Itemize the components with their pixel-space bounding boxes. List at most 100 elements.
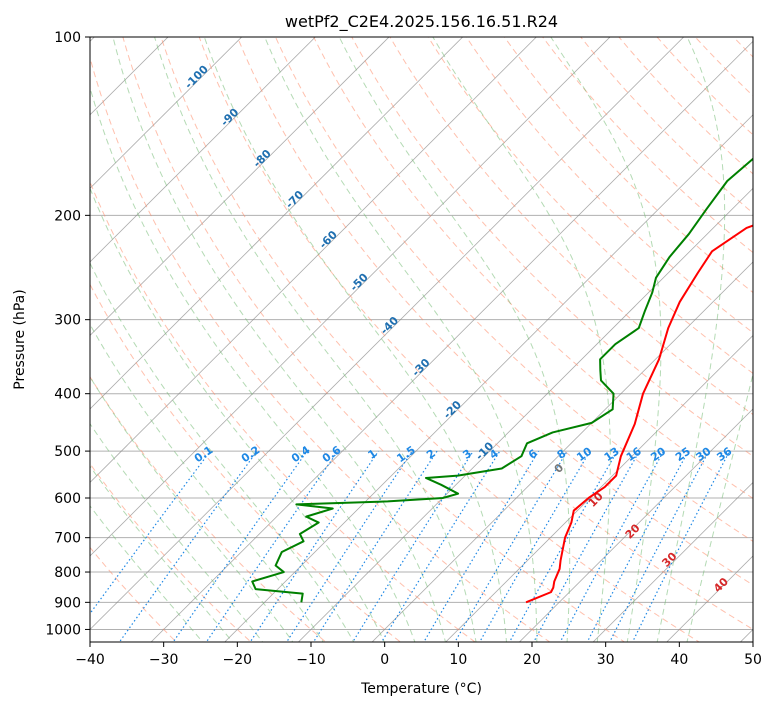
mixing-ratio-line — [249, 450, 380, 642]
mixing-ratio-line — [312, 450, 438, 642]
moist-adiabat-line — [90, 262, 355, 642]
dewpoint-line — [251, 157, 753, 603]
y-tick-label: 500 — [54, 444, 81, 460]
isotherm-label: -70 — [283, 188, 306, 211]
mixing-ratio-line — [631, 450, 731, 642]
y-axis: 100 200 300 400 500 600 700 800 900 1000 — [45, 30, 90, 638]
isotherm-label: -100 — [182, 63, 211, 92]
moist-adiabat-line — [90, 422, 264, 642]
dry-adiabat-line — [198, 37, 753, 631]
dry-adiabat-line — [427, 37, 753, 374]
y-tick-label: 100 — [54, 30, 81, 46]
isotherm-label: -60 — [317, 228, 340, 251]
isotherm-line — [90, 37, 316, 263]
dry-adiabat-line — [236, 37, 753, 586]
y-tick-label: 900 — [54, 595, 81, 611]
moist-adiabat-line — [90, 323, 324, 642]
dry-adiabat-line — [90, 283, 402, 642]
x-tick-label: −20 — [223, 652, 253, 668]
dry-adiabat-line — [160, 37, 701, 642]
y-tick-label: 200 — [54, 208, 81, 224]
mixing-ratio-line — [454, 450, 568, 642]
x-axis-label: Temperature (°C) — [360, 681, 482, 697]
mixing-ratio-label: 25 — [673, 445, 693, 464]
x-tick-label: 20 — [523, 652, 541, 668]
moist-adiabat-line — [338, 37, 571, 642]
moist-adiabat-line — [656, 37, 726, 642]
isotherm-label: -50 — [348, 270, 371, 293]
mixing-ratio-line — [533, 450, 640, 642]
moist-adiabat-line — [90, 186, 385, 642]
mixing-ratio-line — [609, 450, 710, 642]
moist-adiabat-line — [686, 372, 753, 642]
isotherm-line — [371, 261, 753, 642]
moist-adiabat-line — [550, 37, 662, 642]
chart-title: wetPf2_C2E4.2025.156.16.51.R24 — [285, 12, 558, 32]
moist-adiabat-line — [264, 37, 538, 642]
x-tick-label: 0 — [380, 652, 389, 668]
mixing-ratio-label: 0.4 — [289, 443, 313, 465]
mixing-ratio-label: 36 — [714, 444, 734, 464]
dry-adiabat-line — [732, 37, 753, 58]
y-tick-label: 800 — [54, 565, 81, 581]
moist-adiabat-line — [203, 37, 507, 642]
isotherm-line — [90, 37, 243, 189]
x-tick-label: 10 — [449, 652, 467, 668]
moist-adiabat-label: 40 — [711, 575, 731, 595]
mixing-ratio-label: 20 — [648, 444, 668, 464]
isotherm-label: -20 — [441, 398, 464, 421]
moist-adiabat-line — [154, 37, 477, 642]
moist-adiabat-line — [432, 37, 611, 642]
plot-frame — [89, 36, 754, 643]
isotherm-line — [90, 37, 611, 557]
moist-adiabat-label: 20 — [623, 521, 643, 541]
background-lines — [90, 24, 775, 654]
y-tick-label: 400 — [54, 387, 81, 403]
y-tick-label: 700 — [54, 531, 81, 547]
y-tick-label: 300 — [54, 313, 81, 329]
mixing-ratio-label: 0.1 — [192, 443, 215, 465]
x-tick-label: −40 — [75, 652, 105, 668]
series-group — [251, 157, 753, 604]
dry-adiabat-line — [313, 37, 753, 499]
x-tick-label: 50 — [744, 652, 762, 668]
x-tick-label: 30 — [597, 652, 615, 668]
isotherm-line — [445, 334, 753, 642]
isotherm-line — [150, 40, 753, 642]
mixing-ratio-line — [423, 450, 540, 642]
y-tick-label: 600 — [54, 491, 81, 507]
isotherm-label: -30 — [409, 356, 432, 379]
y-axis-label: Pressure (hPa) — [12, 289, 28, 389]
mixing-ratio-line — [285, 450, 413, 642]
dry-adiabat-line — [90, 375, 327, 642]
mixing-ratio-label: 1 — [365, 447, 379, 462]
x-tick-label: 40 — [670, 652, 688, 668]
isotherm-line — [592, 481, 753, 642]
dry-adiabat-line — [758, 24, 775, 654]
mixing-ratio-line — [380, 450, 501, 642]
y-tick-label: 1000 — [45, 622, 81, 638]
mixing-ratio-line — [479, 450, 591, 642]
moist-adiabat-line — [112, 37, 446, 642]
mixing-ratio-label: 3 — [460, 447, 474, 462]
dry-adiabat-line — [122, 37, 626, 642]
isotherm-line — [297, 187, 753, 642]
x-tick-label: −30 — [149, 652, 179, 668]
x-tick-label: −10 — [296, 652, 326, 668]
mixing-ratio-line — [90, 450, 211, 615]
isotherm-line — [518, 408, 753, 642]
dry-adiabat-line — [90, 462, 252, 642]
isotherm-line — [90, 37, 464, 410]
dry-adiabat-line — [503, 37, 753, 294]
mixing-ratio-line — [205, 450, 339, 642]
mixing-ratio-label: 8 — [555, 447, 569, 462]
moist-adiabat-line — [90, 85, 416, 642]
isotherm-line — [90, 37, 537, 483]
mixing-ratio-label: 6 — [526, 447, 540, 462]
dry-adiabat-line — [90, 55, 551, 642]
dry-adiabat-line — [694, 37, 753, 97]
isotherm-label: -40 — [378, 314, 401, 337]
mixing-ratio-label: 0.6 — [320, 443, 344, 465]
mixing-ratio-line — [586, 450, 689, 642]
